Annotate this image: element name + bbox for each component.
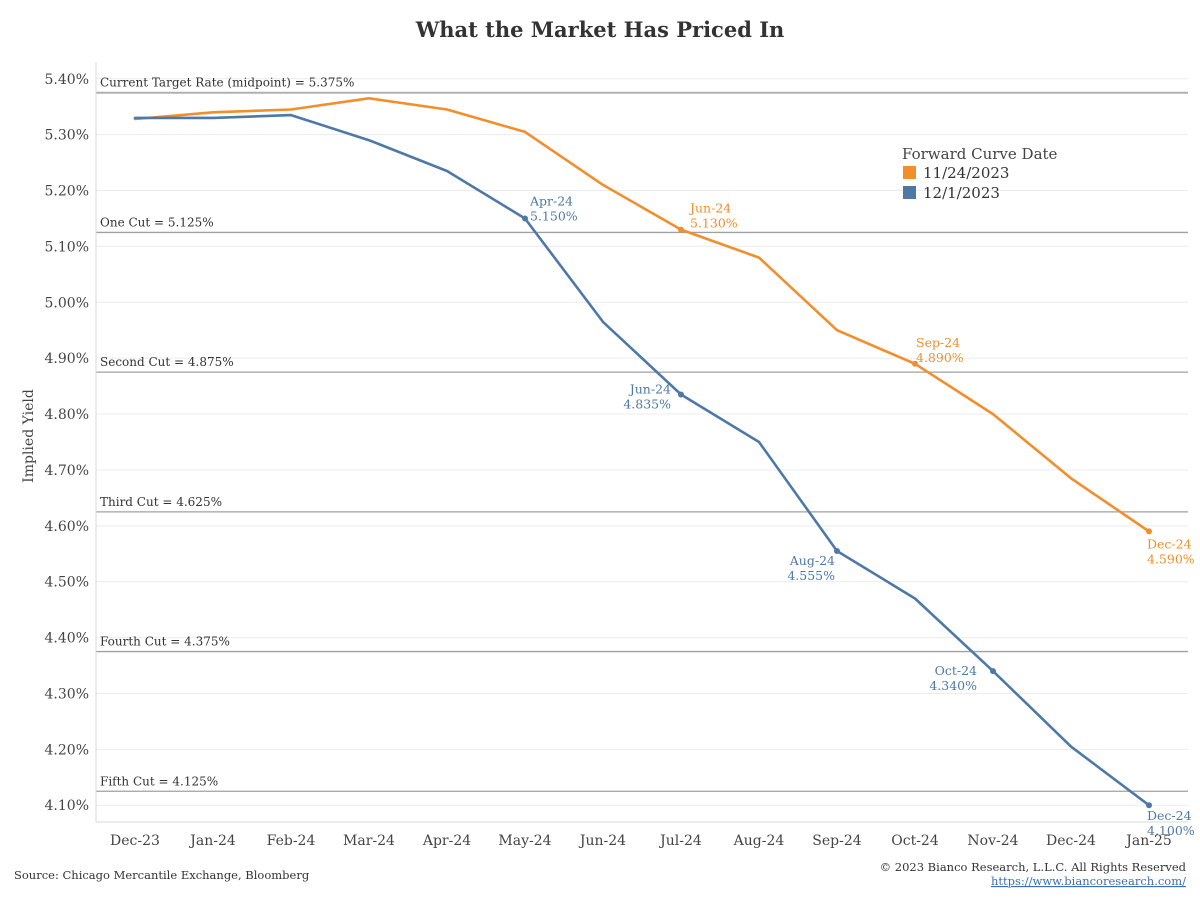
x-tick-label: Jan-24 xyxy=(188,833,236,849)
y-tick-label: 4.20% xyxy=(45,742,89,758)
y-tick-label: 4.10% xyxy=(45,798,89,814)
annotation-date: Aug-24 xyxy=(789,553,835,568)
y-tick-label: 4.40% xyxy=(45,631,89,647)
annotation-date: Jun-24 xyxy=(628,382,671,397)
y-tick-label: 4.50% xyxy=(45,575,89,591)
annotation-value: 5.130% xyxy=(690,216,738,231)
x-tick-label: Dec-24 xyxy=(1046,833,1096,849)
legend-swatch xyxy=(903,186,916,199)
y-tick-label: 4.90% xyxy=(45,351,89,367)
x-tick-label: Sep-24 xyxy=(812,833,861,849)
data-point xyxy=(678,391,684,398)
x-tick-label: May-24 xyxy=(498,833,551,849)
annotation-value: 4.890% xyxy=(916,350,964,365)
y-tick-label: 4.70% xyxy=(45,463,89,479)
legend: Forward Curve Date 11/24/2023 12/1/2023 xyxy=(902,145,1058,202)
y-tick-label: 5.30% xyxy=(45,128,89,144)
x-tick-label: Nov-24 xyxy=(967,833,1018,849)
series-lines xyxy=(133,97,1152,809)
x-tick-label: Jul-24 xyxy=(658,833,702,849)
annotation-value: 4.100% xyxy=(1147,823,1195,838)
annotation-date: Sep-24 xyxy=(916,335,960,350)
x-tick-label: Jun-24 xyxy=(578,833,626,849)
chart-title: What the Market Has Priced In xyxy=(415,17,785,42)
series-line xyxy=(133,97,1151,533)
website-link[interactable]: https://www.biancoresearch.com/ xyxy=(991,874,1186,888)
legend-swatch xyxy=(903,166,916,179)
reference-line-label: Fifth Cut = 4.125% xyxy=(100,774,218,788)
x-tick-label: Apr-24 xyxy=(422,833,471,849)
y-tick-label: 5.00% xyxy=(45,295,89,311)
grid xyxy=(96,78,1188,806)
y-tick-label: 5.20% xyxy=(45,184,89,200)
y-tick-label: 4.80% xyxy=(45,407,89,423)
x-tick-label: Aug-24 xyxy=(733,833,785,849)
data-point xyxy=(1146,528,1152,535)
x-tick-label: Mar-24 xyxy=(343,833,395,849)
legend-title: Forward Curve Date xyxy=(902,145,1058,163)
annotations: Jun-245.130%Sep-244.890%Dec-244.590%Apr-… xyxy=(529,193,1195,838)
annotation-date: Dec-24 xyxy=(1147,536,1192,551)
series-line xyxy=(133,113,1151,807)
annotation-date: Apr-24 xyxy=(529,193,573,208)
reference-lines: Current Target Rate (midpoint) = 5.375% O… xyxy=(96,76,1188,792)
axes: 4.10% 4.20% 4.30% 4.40% 4.50% 4.60% 4.70% 4.80%… xyxy=(45,62,1188,849)
reference-line-label: Third Cut = 4.625% xyxy=(100,495,222,509)
annotation-value: 4.835% xyxy=(623,397,671,412)
x-tick-label: Oct-24 xyxy=(891,833,939,849)
reference-line-label: One Cut = 5.125% xyxy=(100,215,214,229)
data-point xyxy=(678,226,684,233)
data-point xyxy=(522,215,528,222)
annotation-date: Oct-24 xyxy=(935,663,977,678)
data-point xyxy=(1146,802,1152,809)
data-point xyxy=(834,547,840,554)
copyright-note: © 2023 Bianco Research, L.L.C. All Right… xyxy=(880,860,1187,874)
annotation-value: 5.150% xyxy=(530,208,578,223)
x-tick-label: Jan-25 xyxy=(1124,833,1172,849)
reference-line-label: Current Target Rate (midpoint) = 5.375% xyxy=(100,76,354,90)
source-note: Source: Chicago Mercantile Exchange, Blo… xyxy=(14,868,310,882)
data-point xyxy=(912,360,918,367)
reference-line-label: Fourth Cut = 4.375% xyxy=(100,635,230,649)
y-tick-label: 5.40% xyxy=(45,72,89,88)
annotation-date: Jun-24 xyxy=(688,201,731,216)
annotation-value: 4.555% xyxy=(787,568,835,583)
x-tick-label: Dec-23 xyxy=(110,833,160,849)
annotation-value: 4.340% xyxy=(929,678,977,693)
y-tick-label: 4.30% xyxy=(45,686,89,702)
y-axis-label: Implied Yield xyxy=(21,389,37,483)
reference-line-label: Second Cut = 4.875% xyxy=(100,355,234,369)
y-tick-label: 5.10% xyxy=(45,239,89,255)
annotation-date: Dec-24 xyxy=(1147,808,1192,823)
x-tick-label: Feb-24 xyxy=(267,833,316,849)
y-tick-label: 4.60% xyxy=(45,519,89,535)
legend-entry: 12/1/2023 xyxy=(923,184,1000,202)
legend-entry: 11/24/2023 xyxy=(923,164,1009,182)
data-point xyxy=(990,668,996,675)
annotation-value: 4.590% xyxy=(1147,551,1195,566)
